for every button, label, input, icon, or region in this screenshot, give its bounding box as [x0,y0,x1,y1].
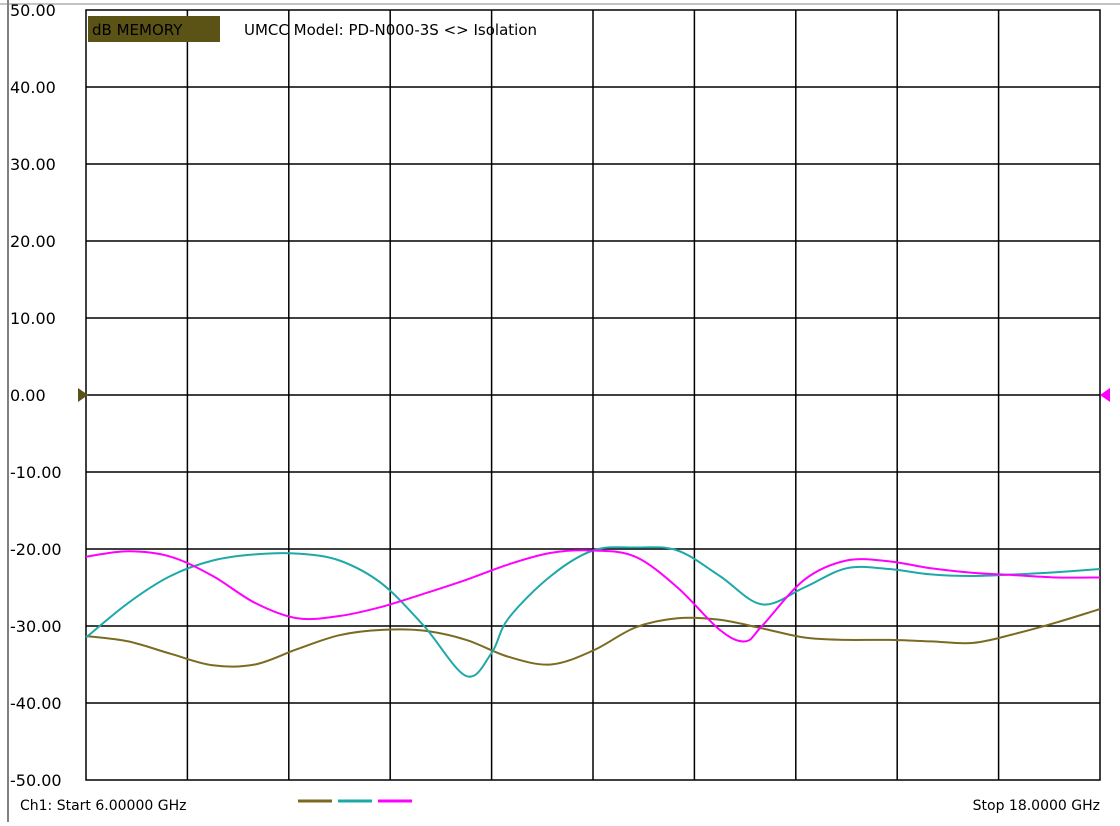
traces [85,546,1101,678]
y-tick-label: 30.00 [10,155,56,174]
trace-1 [85,608,1101,668]
y-tick-labels: 50.00 40.00 30.00 20.00 10.00 0.00 -10.00 -20.0… [10,1,62,790]
trace-3 [85,549,1101,643]
reference-marker-right [1100,388,1110,402]
y-tick-label: -40.00 [10,694,62,713]
y-tick-label: 40.00 [10,78,56,97]
memory-badge [88,16,220,42]
chart-title: UMCC Model: PD-N000-3S <> Isolation [244,21,537,39]
y-tick-label: -10.00 [10,463,62,482]
y-tick-label: 10.00 [10,309,56,328]
y-tick-label: 0.00 [10,386,46,405]
y-tick-label: 20.00 [10,232,56,251]
reference-marker-left [78,388,88,402]
stop-frequency-label: Stop 18.0000 GHz [973,798,1100,814]
y-tick-label: -20.00 [10,540,62,559]
y-tick-label: -30.00 [10,617,62,636]
y-tick-label: -50.00 [10,771,62,790]
trace-2 [85,546,1101,678]
y-tick-label: 50.00 [10,1,56,20]
reference-markers [78,388,1110,402]
memory-badge-label: dB MEMORY [92,21,183,39]
start-frequency-label: Ch1: Start 6.00000 GHz [20,798,186,814]
